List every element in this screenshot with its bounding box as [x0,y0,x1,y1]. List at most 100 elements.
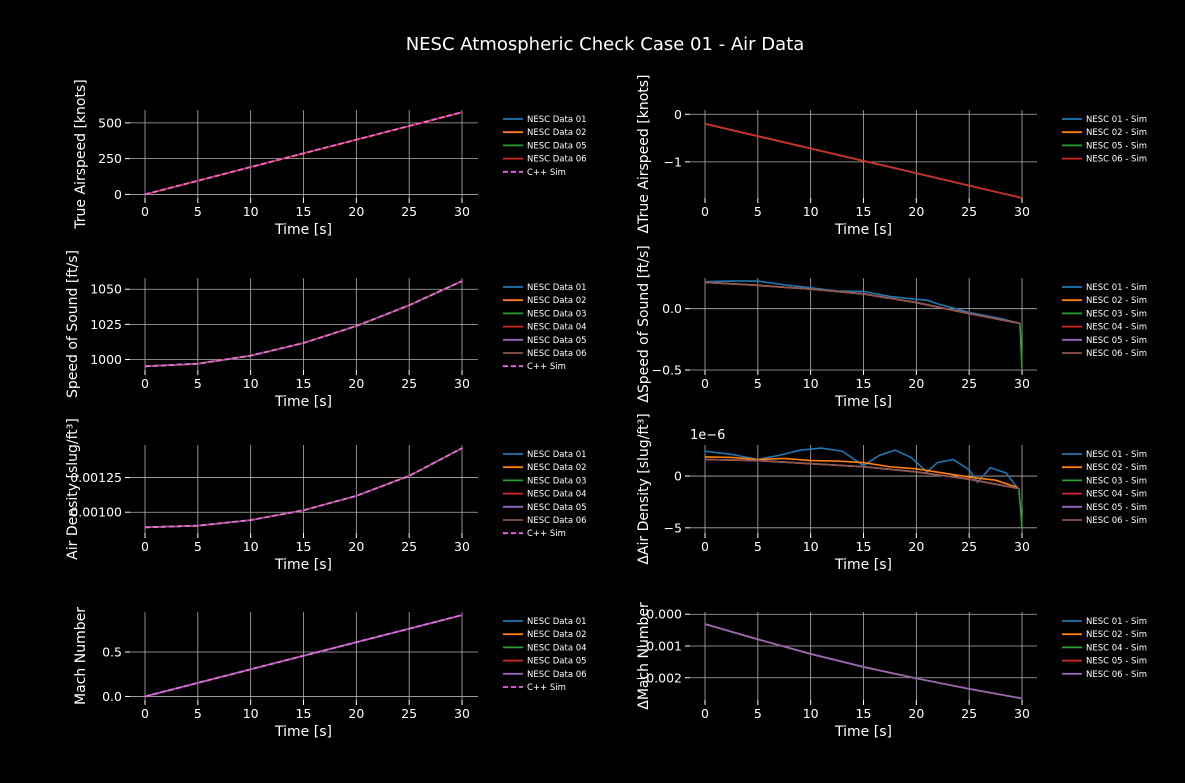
x-tick-label: 10 [803,204,819,219]
legend-label: NESC Data 05 [527,141,587,151]
x-tick-label: 30 [1014,539,1030,554]
x-tick-label: 5 [194,376,202,391]
subplot-dtas: 0 5 10 15 20 25 30 −1 0 Time [s] ΔTrue Airspeed [k… [636,75,1147,238]
x-tick-label: 25 [401,376,417,391]
legend-label: NESC 02 - Sim [1086,630,1147,640]
x-tick-label: 5 [194,204,202,219]
series-line-6 [144,447,463,529]
series-line-4 [704,281,1021,325]
x-tick-label: 0 [701,204,709,219]
y-tick-label: 0.00100 [70,505,122,520]
x-tick-label: 20 [348,706,364,721]
x-tick-label: 10 [243,204,259,219]
legend-label: C++ Sim [527,683,566,693]
y-axis-label: True Airspeed [knots] [73,79,89,229]
legend-label: NESC 05 - Sim [1086,141,1147,151]
x-axis-label: Time [s] [834,222,892,238]
y-tick-label: 1025 [90,317,122,332]
x-tick-label: 25 [961,376,977,391]
x-tick-label: 0 [141,204,149,219]
x-tick-label: 25 [961,706,977,721]
y-tick-label: 500 [98,115,122,130]
legend-label: NESC Data 02 [527,463,587,473]
x-tick-label: 20 [908,539,924,554]
x-tick-label: 30 [454,204,470,219]
legend-label: NESC 01 - Sim [1086,115,1147,125]
x-tick-label: 25 [401,204,417,219]
x-tick-label: 15 [296,539,312,554]
legend-label: NESC 02 - Sim [1086,128,1147,138]
x-tick-label: 15 [296,204,312,219]
x-tick-label: 10 [243,376,259,391]
y-axis-label: ΔSpeed of Sound [ft/s] [636,245,652,403]
legend-label: NESC Data 06 [527,670,587,680]
x-tick-label: 30 [1014,376,1030,391]
y-tick-label: 0.000 [646,607,682,622]
x-tick-label: 5 [754,539,762,554]
legend-label: NESC Data 05 [527,503,587,513]
legend-label: NESC Data 04 [527,643,587,653]
legend-label: NESC Data 01 [527,283,587,293]
subplot-drho: 0 5 10 15 20 25 30 −5 0 Time [s] ΔAir Density [slu… [636,413,1147,573]
x-tick-label: 30 [1014,706,1030,721]
x-tick-label: 5 [754,376,762,391]
legend-label: NESC 03 - Sim [1086,309,1147,319]
x-tick-label: 30 [1014,204,1030,219]
legend-label: NESC Data 01 [527,450,587,460]
x-tick-label: 0 [141,539,149,554]
x-tick-label: 20 [908,706,924,721]
x-tick-label: 25 [961,539,977,554]
x-tick-label: 15 [856,706,872,721]
legend: NESC Data 01 NESC Data 02 NESC Data 03 NESC… [503,283,587,372]
legend-label: NESC Data 02 [527,296,587,306]
subplot-dmach: 0 5 10 15 20 25 30 −0.002 −0.001 0.000 Time [s] ΔMa… [636,602,1147,740]
y-tick-label: 0.00125 [70,470,122,485]
x-axis-label: Time [s] [834,557,892,573]
legend-label: NESC Data 01 [527,617,587,627]
series-line-5 [704,281,1021,325]
legend: NESC Data 01 NESC Data 02 NESC Data 03 NESC… [503,450,587,539]
legend-label: C++ Sim [527,529,566,539]
x-axis-label: Time [s] [274,557,332,573]
legend-label: NESC 05 - Sim [1086,336,1147,346]
legend-label: NESC 03 - Sim [1086,476,1147,486]
legend: NESC Data 01 NESC Data 02 NESC Data 05 NESC… [503,115,587,178]
legend: NESC 01 - Sim NESC 02 - Sim NESC 03 - Sim N… [1062,283,1147,359]
legend-label: NESC Data 06 [527,516,587,526]
legend-label: NESC 04 - Sim [1086,323,1147,333]
y-tick-label: −0.001 [636,638,682,653]
x-axis-label: Time [s] [274,222,332,238]
x-tick-label: 0 [701,706,709,721]
x-tick-label: 15 [856,376,872,391]
x-tick-label: 10 [803,706,819,721]
x-tick-label: 20 [348,539,364,554]
legend-label: NESC 06 - Sim [1086,349,1147,359]
y-axis-label: Speed of Sound [ft/s] [65,250,81,398]
legend-label: NESC 04 - Sim [1086,643,1147,653]
subplot-sos: 0 5 10 15 20 25 30 1000 1025 1050 Time [s] Speed of… [65,250,587,410]
x-axis-label: Time [s] [274,724,332,740]
x-tick-label: 20 [908,204,924,219]
y-tick-label: 0 [114,187,122,202]
y-axis-label: ΔTrue Airspeed [knots] [636,75,652,234]
legend-label: NESC 01 - Sim [1086,617,1147,627]
figure-title: NESC Atmospheric Check Case 01 - Air Dat… [406,34,805,55]
legend: NESC 01 - Sim NESC 02 - Sim NESC 05 - Sim N… [1062,115,1147,165]
y-tick-label: 0.0 [662,301,682,316]
legend-label: NESC Data 02 [527,128,587,138]
x-axis-label: Time [s] [834,724,892,740]
y-tick-label: −1 [664,154,682,169]
y-tick-label: 0 [674,107,682,122]
legend-label: NESC Data 01 [527,115,587,125]
series-line-0 [704,447,1019,489]
legend-label: NESC 02 - Sim [1086,463,1147,473]
subplot-rho: 0 5 10 15 20 25 30 0.00100 0.00125 Time [s] Air De… [65,418,587,573]
legend-label: NESC 02 - Sim [1086,296,1147,306]
legend-label: NESC 05 - Sim [1086,503,1147,513]
x-tick-label: 15 [856,204,872,219]
x-axis-label: Time [s] [274,394,332,410]
x-tick-label: 0 [701,539,709,554]
legend: NESC 01 - Sim NESC 02 - Sim NESC 03 - Sim N… [1062,450,1147,526]
y-tick-label: −0.002 [636,670,682,685]
y-tick-label: 1000 [90,352,122,367]
